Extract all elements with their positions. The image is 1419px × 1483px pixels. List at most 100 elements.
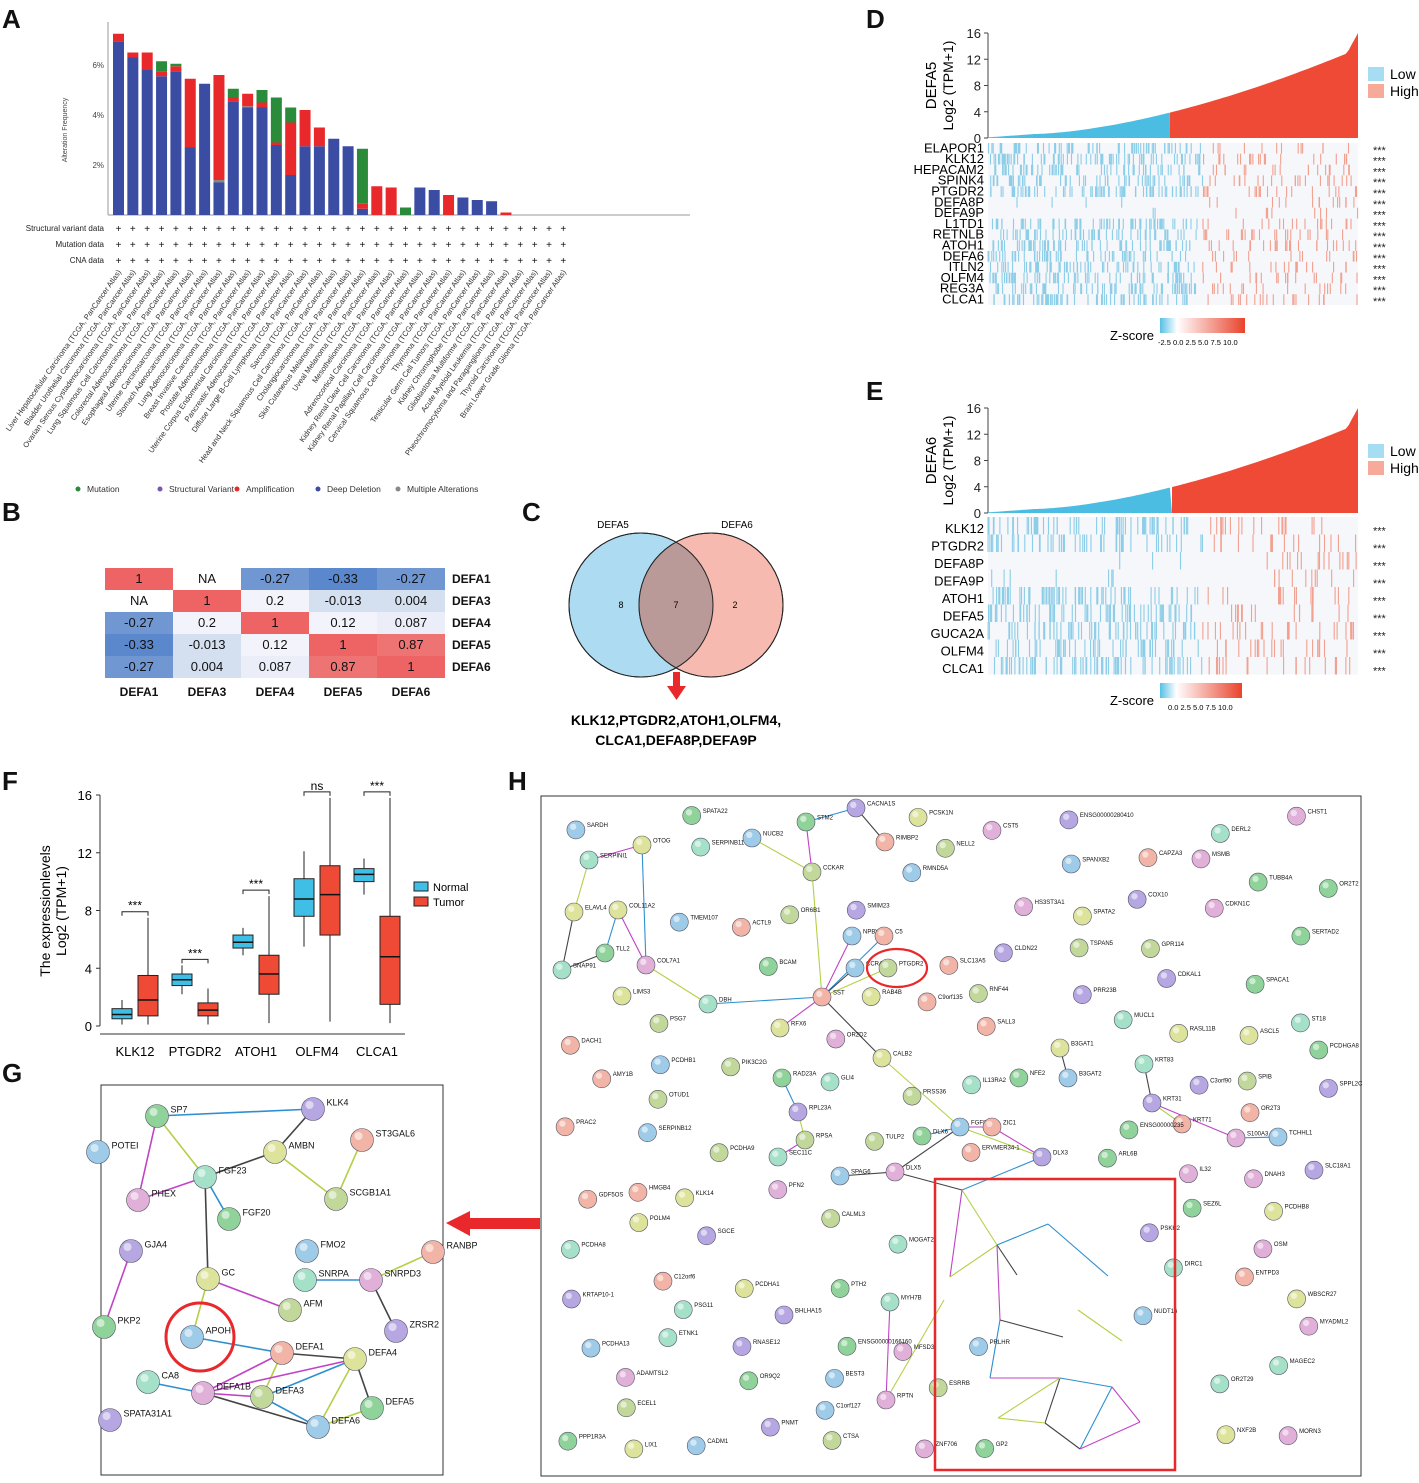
a-data-mark: + (302, 224, 308, 235)
panel-a-alteration-chart: 2%4%6%Alteration Frequency+++Liver Hepat… (4, 22, 690, 494)
panelD-row-high-ticks (1209, 175, 1352, 187)
h-node-label: ZNF706 (936, 1442, 958, 1448)
panel-g-network-zoom: SP7 KLK4 POTEI ST3GAL6 AMBN FGF23 PHEX SCGB1A1 F… (86, 1084, 540, 1476)
f-box-tumor (319, 865, 341, 936)
b-cell-value: -0.27 (124, 615, 154, 630)
h-edge (821, 996, 883, 1059)
b-cell-value: 0.004 (191, 659, 224, 674)
h-node (1119, 1120, 1139, 1140)
panelE-gene-row-label: DEFA5 (943, 609, 984, 624)
h-node-label: C5 (895, 929, 903, 935)
b-heatmap-cell (105, 590, 173, 612)
h-node-label: RFX6 (791, 1021, 807, 1027)
h-node (682, 806, 702, 825)
panel-letter-a: A (2, 4, 21, 34)
h-node-label: SST (833, 990, 845, 996)
panelE-row-sig: *** (1373, 578, 1387, 590)
g-node (193, 1165, 217, 1189)
h-edge (996, 1223, 1049, 1246)
panelE-y-tick: 8 (974, 454, 981, 469)
b-cell-value: 0.87 (330, 659, 355, 674)
h-node (1141, 939, 1160, 958)
a-data-mark: + (388, 256, 394, 267)
h-edge (996, 1244, 1001, 1321)
h-node-highlight (694, 840, 702, 848)
h-node-label: OTUD1 (669, 1093, 690, 1099)
g-node-label: ST3GAL6 (376, 1129, 416, 1139)
h-node (795, 1130, 815, 1150)
h-node-label: ZIC1 (1003, 1120, 1017, 1126)
h-node-label: OSM (1274, 1242, 1288, 1248)
h-node-label: PCDHA9 (730, 1146, 755, 1152)
a-data-mark: + (388, 240, 394, 251)
h-node-label: ST18 (1311, 1016, 1326, 1022)
h-node-label: RNF44 (989, 987, 1009, 993)
a-data-mark: + (245, 240, 251, 251)
h-node-highlight (762, 960, 769, 967)
panelE-gene-row-label: PTGDR2 (931, 539, 984, 554)
g-node (180, 1325, 204, 1349)
f-sig-label: *** (249, 877, 263, 891)
h-node-label: PCDHB1 (671, 1058, 696, 1064)
g-node (306, 1415, 330, 1439)
g-node (359, 1268, 383, 1292)
panelE-row-high-ticks (1213, 534, 1357, 552)
h-node (648, 1090, 668, 1109)
h-node-highlight (846, 929, 853, 936)
h-node-highlight (997, 946, 1004, 953)
h-node-highlight (1220, 1428, 1227, 1435)
h-node (1032, 1147, 1052, 1167)
a-data-mark: + (259, 224, 265, 235)
g-edge (261, 1358, 356, 1398)
a-data-mark: + (144, 240, 150, 251)
a-legend-dot (395, 486, 401, 492)
h-node-highlight (806, 865, 813, 872)
a-data-mark: + (560, 256, 566, 267)
a-data-mark: + (474, 240, 480, 251)
h-node-highlight (892, 1237, 899, 1245)
g-node (343, 1347, 367, 1371)
a-bar-mutation (285, 107, 297, 123)
h-node-label: CACNA1S (867, 801, 895, 807)
panelD-y-tick: 4 (974, 105, 981, 120)
h-node-highlight (678, 1191, 686, 1198)
panelD-y-label: Log2 (TPM+1) (940, 41, 956, 131)
g-node-highlight (297, 1271, 306, 1280)
a-data-mark: + (202, 240, 208, 251)
h-node-label: SNAP91 (573, 963, 597, 969)
a-legend-dot (315, 486, 321, 492)
panelE-legend-low: Low (1390, 443, 1417, 459)
h-node-highlight (819, 1404, 826, 1411)
h-node-highlight (641, 1126, 648, 1133)
a-data-mark: + (173, 256, 179, 267)
g-node (92, 1315, 116, 1339)
h-node-label: CALML3 (842, 1212, 866, 1218)
a-bar-multiple-alterations (242, 106, 254, 108)
b-cell-value: -0.33 (124, 637, 154, 652)
h-node (825, 1369, 844, 1388)
panelD-row-high-ticks (1212, 251, 1358, 262)
h-node-label: SPPL2C (1339, 1082, 1363, 1088)
g-node-highlight (354, 1131, 363, 1140)
f-x-tick: KLK12 (115, 1044, 154, 1059)
h-node-highlight (774, 1021, 781, 1028)
panelE-row-high-ticks (1274, 569, 1355, 587)
panelD-row-sig: *** (1373, 231, 1387, 243)
panelD-y-tick: 16 (967, 26, 981, 41)
h-highlight-box (933, 1177, 1177, 1472)
panelE-row-sig: *** (1373, 596, 1387, 608)
panelE-gene-row-label: CLCA1 (942, 661, 984, 676)
g-node (278, 1298, 302, 1322)
h-edge (1079, 1386, 1113, 1450)
h-node-label: ASCL5 (1260, 1029, 1280, 1035)
h-node (1304, 1160, 1324, 1180)
h-node (1009, 1068, 1029, 1088)
g-node (270, 1341, 294, 1365)
a-data-mark: + (360, 240, 366, 251)
h-highlight-ellipse (865, 947, 929, 989)
g-node-highlight (328, 1190, 337, 1199)
h-node (1133, 1306, 1153, 1326)
h-node (1239, 1026, 1259, 1045)
h-node (1142, 1093, 1162, 1113)
